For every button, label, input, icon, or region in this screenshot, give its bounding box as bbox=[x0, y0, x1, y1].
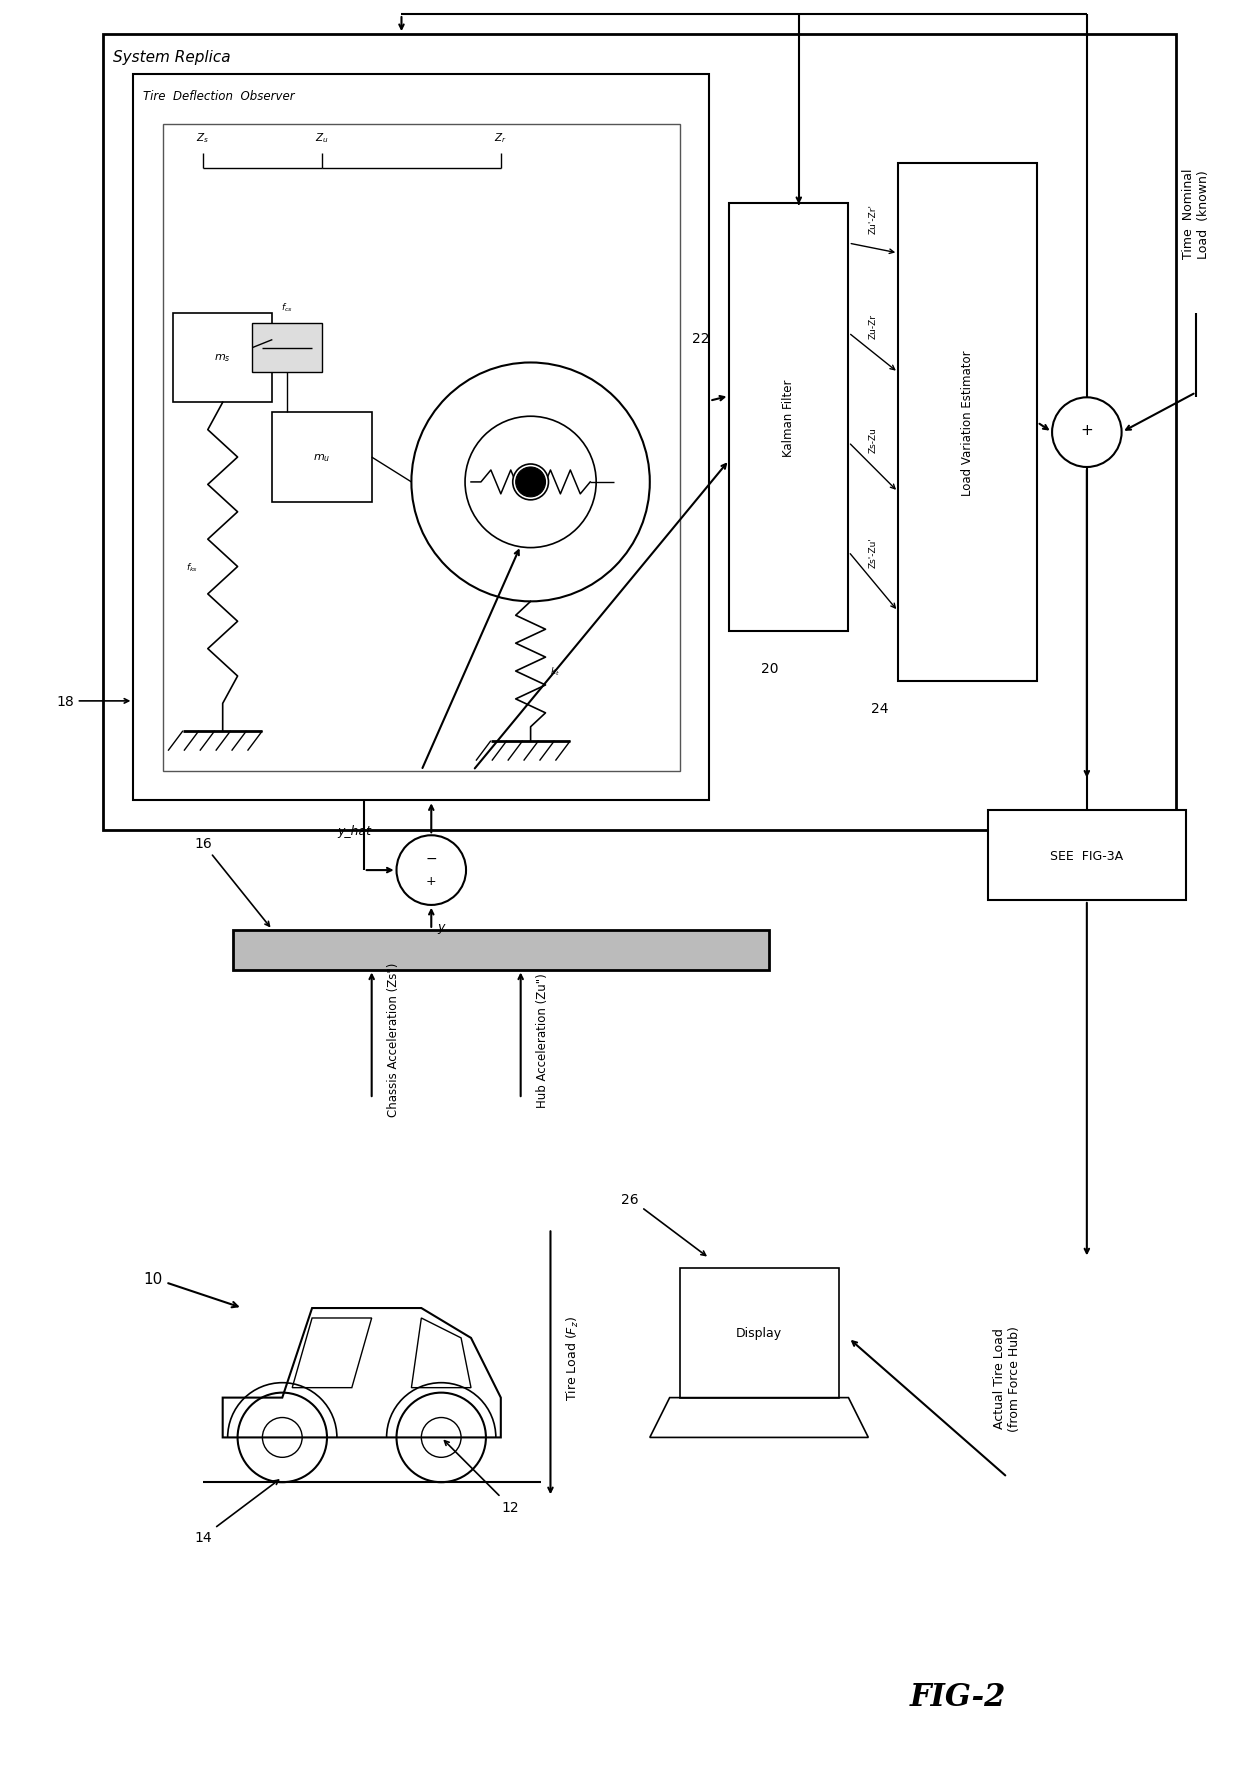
Bar bbox=[898, 164, 1037, 682]
Text: +: + bbox=[1080, 422, 1094, 438]
Text: Hub Acceleration (Zu"): Hub Acceleration (Zu") bbox=[536, 972, 548, 1107]
Text: Zs'-Zu': Zs'-Zu' bbox=[869, 536, 878, 568]
Text: $f_{ks}$: $f_{ks}$ bbox=[186, 561, 198, 573]
Text: FIG-2: FIG-2 bbox=[909, 1680, 1006, 1712]
Text: Zs-Zu: Zs-Zu bbox=[869, 427, 878, 452]
Text: Kalman Filter: Kalman Filter bbox=[782, 379, 795, 457]
Text: SEE  FIG-3A: SEE FIG-3A bbox=[1050, 849, 1123, 862]
Bar bbox=[680, 1269, 838, 1397]
Text: Zu-Zr: Zu-Zr bbox=[869, 313, 878, 338]
Text: System Replica: System Replica bbox=[113, 50, 231, 64]
Text: 14: 14 bbox=[193, 1481, 279, 1543]
Text: Load Variation Estimator: Load Variation Estimator bbox=[961, 351, 975, 497]
Text: 12: 12 bbox=[444, 1440, 520, 1515]
Bar bbox=[164, 125, 680, 771]
Text: $Z_r$: $Z_r$ bbox=[495, 130, 507, 144]
Bar bbox=[174, 313, 273, 402]
Text: Actual Tire Load
(from Force Hub): Actual Tire Load (from Force Hub) bbox=[993, 1324, 1022, 1431]
Text: 24: 24 bbox=[870, 701, 888, 716]
Text: y: y bbox=[438, 920, 445, 933]
Text: 22: 22 bbox=[692, 331, 709, 345]
Text: Chassis Acceleration (Zs"): Chassis Acceleration (Zs") bbox=[387, 963, 399, 1116]
Text: 18: 18 bbox=[56, 694, 129, 708]
Text: 10: 10 bbox=[144, 1271, 238, 1308]
Text: $f_{cs}$: $f_{cs}$ bbox=[281, 301, 293, 313]
Text: $m_u$: $m_u$ bbox=[314, 452, 331, 463]
Text: Display: Display bbox=[737, 1326, 782, 1340]
Text: Zu'-Zr': Zu'-Zr' bbox=[869, 205, 878, 233]
Circle shape bbox=[1052, 399, 1122, 468]
Circle shape bbox=[512, 465, 548, 500]
Bar bbox=[133, 75, 709, 801]
Text: +: + bbox=[427, 874, 436, 886]
Text: 26: 26 bbox=[621, 1193, 706, 1255]
Circle shape bbox=[397, 837, 466, 906]
Text: $k_t$: $k_t$ bbox=[551, 666, 560, 678]
Circle shape bbox=[516, 468, 546, 498]
Text: y_hat: y_hat bbox=[337, 824, 372, 837]
Text: 20: 20 bbox=[761, 662, 779, 676]
Text: 16: 16 bbox=[193, 837, 269, 927]
Text: −: − bbox=[425, 851, 436, 865]
Text: Time  Nominal
Load  (known): Time Nominal Load (known) bbox=[1182, 169, 1210, 260]
Text: Tire  Deflection  Observer: Tire Deflection Observer bbox=[144, 89, 295, 103]
Bar bbox=[103, 36, 1177, 831]
Bar bbox=[729, 205, 848, 632]
Bar bbox=[987, 812, 1187, 901]
Text: $m_s$: $m_s$ bbox=[215, 352, 231, 365]
Bar bbox=[253, 324, 322, 374]
Bar bbox=[273, 413, 372, 502]
Text: Tire Load ($F_z$): Tire Load ($F_z$) bbox=[565, 1315, 582, 1401]
Bar bbox=[233, 931, 769, 970]
Text: $Z_u$: $Z_u$ bbox=[315, 130, 329, 144]
Text: $Z_s$: $Z_s$ bbox=[196, 130, 210, 144]
